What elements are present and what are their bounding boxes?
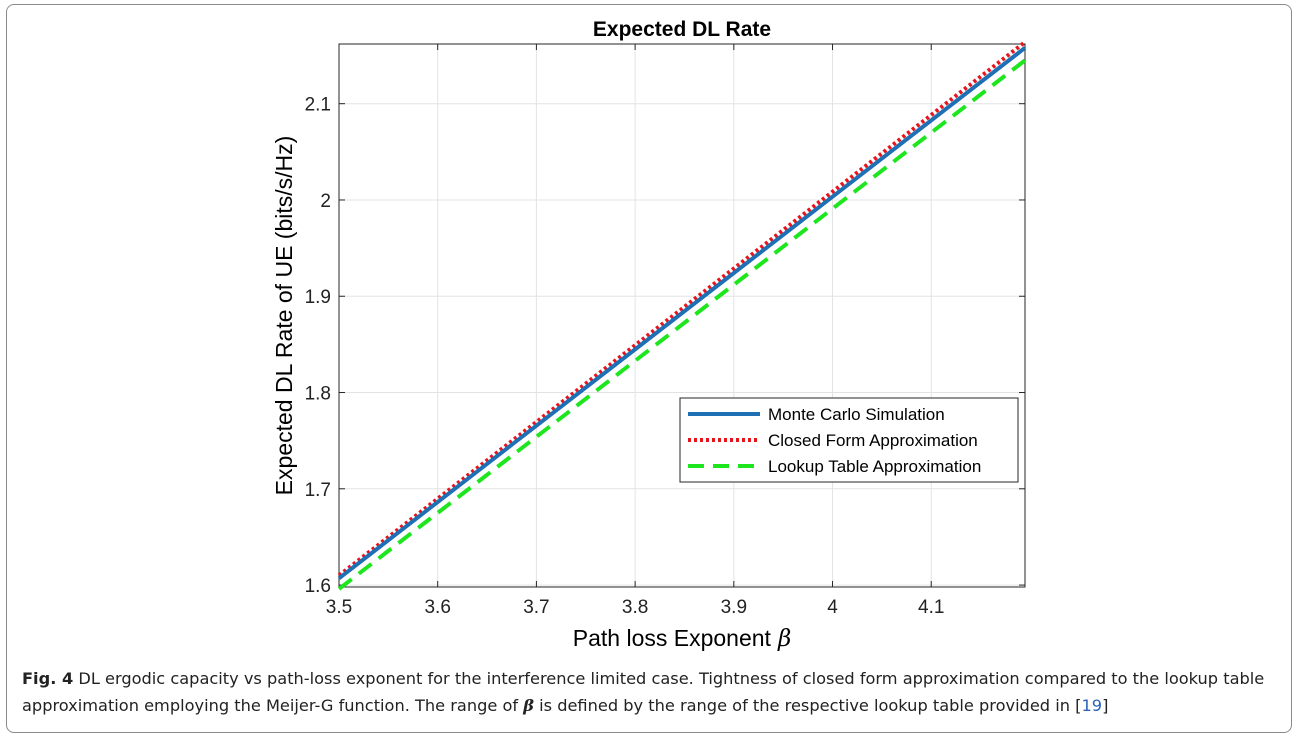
x-tick-label: 3.8 (622, 597, 648, 618)
x-axis-label: Path loss Exponent β (573, 625, 791, 652)
legend-label: Closed Form Approximation (768, 431, 978, 450)
line-chart: 3.5 3.6 3.7 3.8 3.9 4 4.1 1.6 1.7 1.8 1.9 2 2.1 Expe… (271, 18, 1027, 652)
x-tick-label: 3.9 (721, 597, 747, 618)
beta-symbol: β (777, 626, 791, 652)
y-axis-label: Expected DL Rate of UE (bits/s/Hz) (271, 136, 297, 496)
reference-link[interactable]: 19 (1081, 696, 1103, 715)
x-tick-label: 3.5 (326, 597, 352, 618)
plot-area (338, 43, 1026, 588)
x-tick-label: 3.7 (523, 597, 549, 618)
figure-caption: Fig. 4 DL ergodic capacity vs path-loss … (22, 665, 1284, 719)
x-tick-label: 3.6 (424, 597, 450, 618)
y-tick-label: 1.6 (305, 576, 331, 597)
y-tick-label: 2.1 (305, 95, 331, 116)
x-tick-label: 4 (827, 597, 838, 618)
series (337, 40, 1027, 591)
series-line-lookup-table-approximation (337, 58, 1027, 591)
caption-text-2: is defined by the range of the respectiv… (533, 696, 1076, 715)
legend-label: Monte Carlo Simulation (768, 405, 945, 424)
reference-bracket-open: [ (1075, 696, 1082, 715)
caption-text: DL ergodic capacity vs path-loss exponen… (22, 669, 1265, 715)
legend-label: Lookup Table Approximation (768, 457, 981, 476)
series-line-monte-carlo-simulation (337, 46, 1027, 580)
reference-bracket-close: ] (1102, 696, 1109, 715)
caption-beta-symbol: β (523, 696, 534, 715)
chart-title: Expected DL Rate (593, 18, 771, 41)
figure-label: Fig. 4 (22, 669, 74, 688)
y-tick-label: 1.9 (305, 287, 331, 308)
x-tick-label: 4.1 (918, 597, 944, 618)
x-axis-label-text: Path loss Exponent (573, 625, 772, 651)
legend: Monte Carlo Simulation Closed Form Approx… (679, 397, 1019, 483)
figure-frame (6, 4, 1292, 733)
y-tick-label: 2 (320, 191, 331, 212)
y-tick-label: 1.8 (305, 384, 331, 405)
y-tick-label: 1.7 (305, 480, 331, 501)
series-line-closed-form-approximation (337, 40, 1027, 578)
ticks: 3.5 3.6 3.7 3.8 3.9 4 4.1 1.6 1.7 1.8 1.9 2 2.1 (305, 44, 1025, 618)
